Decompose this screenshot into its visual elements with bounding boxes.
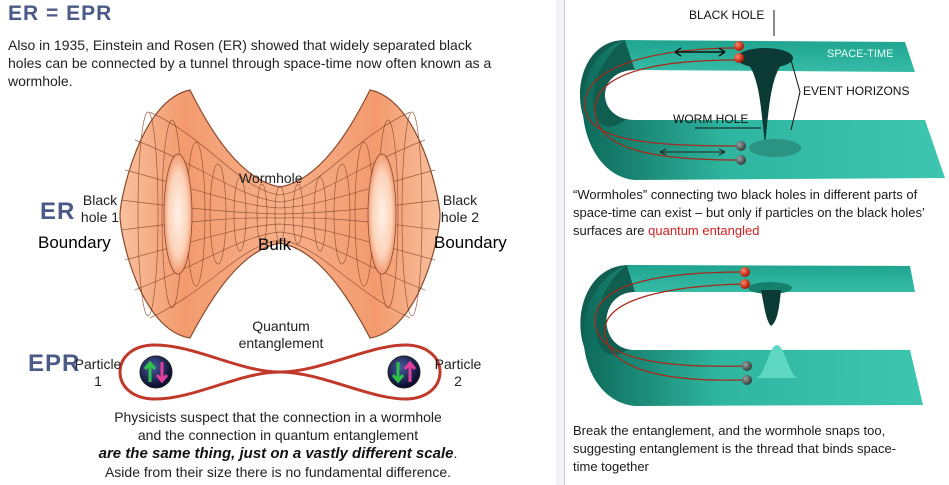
entanglement-label: Quantum entanglement xyxy=(238,318,324,351)
panel-divider xyxy=(556,0,564,485)
wormhole-surface xyxy=(119,89,441,339)
boundary-right-label: Boundary xyxy=(434,233,507,252)
particle-2-icon xyxy=(387,355,421,389)
entanglement-loop xyxy=(118,343,442,401)
bottom-caption: Physicists suspect that the connection i… xyxy=(98,409,458,480)
spacetime-illustration xyxy=(580,10,945,406)
worm-hole-label: WORM HOLE xyxy=(673,112,749,126)
intro-text: Also in 1935, Einstein and Rosen (ER) sh… xyxy=(8,37,492,89)
event-horizons-label: EVENT HORIZONS xyxy=(803,84,910,98)
broken-wormhole-diagram xyxy=(580,265,923,406)
epr-tag: EPR xyxy=(28,350,81,377)
particle-2-label: Particle 2 xyxy=(434,356,482,389)
er-tag: ER xyxy=(40,198,76,225)
entanglement-caption: “Wormholes” connecting two black holes i… xyxy=(573,187,925,238)
particle-1-icon xyxy=(139,355,173,389)
spacetime-label: SPACE-TIME xyxy=(827,48,894,60)
wormhole-illustration xyxy=(118,89,442,401)
wormhole-label: Wormhole xyxy=(239,170,303,186)
er-epr-panel: ER = EPR Also in 1935, Einstein and Rose… xyxy=(8,0,557,485)
entangled-wormhole-diagram xyxy=(580,10,945,180)
black-hole-label: BLACK HOLE xyxy=(689,8,765,22)
panel-title: ER = EPR xyxy=(8,2,113,25)
broken-entanglement-caption: Break the entanglement, and the wormhole… xyxy=(573,423,897,474)
black-hole-1-label: Black hole 1 xyxy=(80,192,120,225)
spacetime-panel: BLACK HOLE SPACE-TIME EVENT HORIZONS WOR… xyxy=(564,0,949,485)
black-hole-2-label: Black hole 2 xyxy=(440,192,480,225)
boundary-left-label: Boundary xyxy=(38,233,111,252)
particle-1-label: Particle 1 xyxy=(74,356,122,389)
bulk-label: Bulk xyxy=(258,235,292,254)
